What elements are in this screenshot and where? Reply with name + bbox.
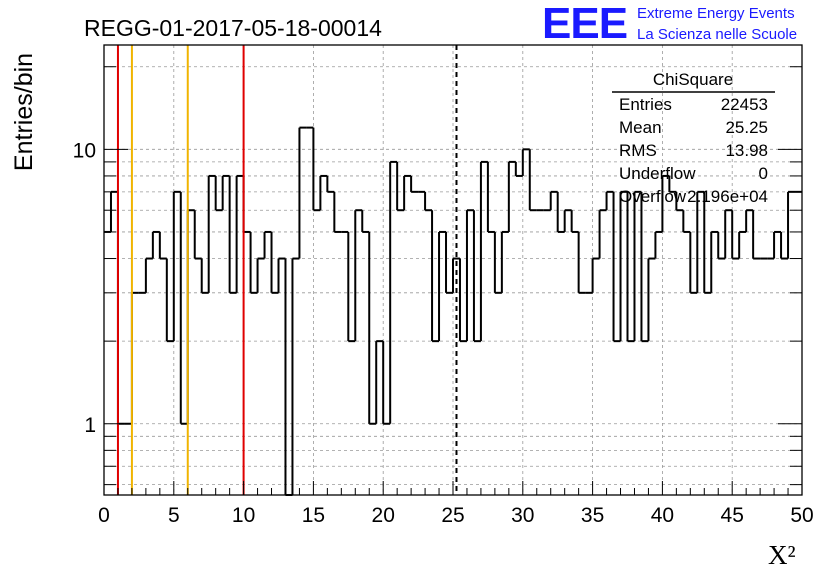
stats-label-underflow: Underflow	[619, 164, 696, 183]
logo-line1: Extreme Energy Events	[637, 5, 795, 22]
x-tick-label: 15	[302, 504, 325, 527]
x-tick-label: 45	[721, 504, 744, 527]
logo-line2: La Scienza nelle Scuole	[637, 26, 797, 43]
x-tick-label: 30	[511, 504, 534, 527]
stats-value-overflow: 2.196e+04	[687, 187, 768, 206]
stats-value-entries: 22453	[721, 95, 768, 114]
run-title: REGG-01-2017-05-18-00014	[84, 15, 382, 41]
x-tick-label: 10	[232, 504, 255, 527]
y-tick-label: 1	[84, 414, 96, 437]
x-tick-label: 40	[651, 504, 674, 527]
x-tick-labels: 0 5 10 15 20 25 30 35 40 45 50	[98, 504, 814, 527]
x-tick-label: 20	[372, 504, 395, 527]
x-tick-label: 35	[581, 504, 604, 527]
y-tick-labels: 1 10	[73, 139, 96, 436]
stats-box: ChiSquare Entries 22453 Mean 25.25 RMS 1…	[612, 70, 775, 206]
stats-title: ChiSquare	[653, 70, 733, 89]
stats-label-entries: Entries	[619, 95, 672, 114]
stats-value-mean: 25.25	[725, 118, 768, 137]
marker-lines	[116, 45, 458, 495]
stats-label-rms: RMS	[619, 141, 657, 160]
stats-value-underflow: 0	[759, 164, 768, 183]
x-tick-label: 0	[98, 504, 110, 527]
x-tick-label: 50	[790, 504, 813, 527]
y-axis-label: Entries/bin	[10, 53, 38, 171]
x-tick-label: 5	[168, 504, 180, 527]
stats-label-mean: Mean	[619, 118, 662, 137]
y-tick-label: 10	[73, 139, 96, 162]
x-axis-label: X²	[768, 540, 796, 570]
axis-ticks	[103, 66, 803, 495]
x-tick-label: 25	[441, 504, 464, 527]
eee-logo: EEE	[542, 0, 627, 48]
stats-value-rms: 13.98	[725, 141, 768, 160]
stats-label-overflow: Overflow	[619, 187, 687, 206]
